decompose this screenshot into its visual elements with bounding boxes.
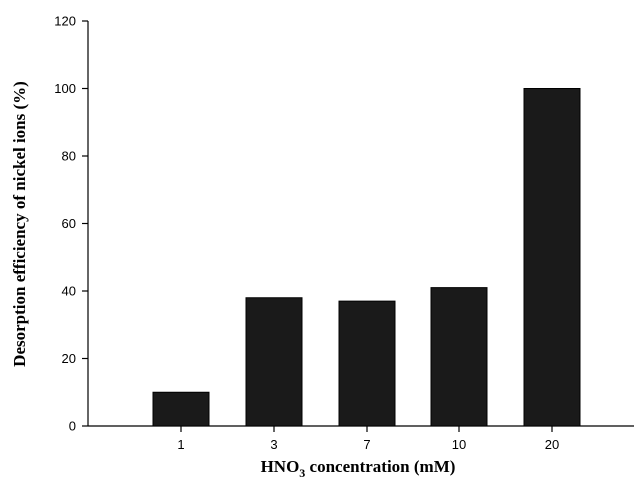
y-tick-label: 120 <box>54 14 76 29</box>
bar-3 <box>245 297 303 427</box>
y-tick-label: 60 <box>62 216 76 231</box>
x-axis-title: HNO3 concentration (mM) <box>261 457 456 480</box>
x-tick-label: 10 <box>452 437 466 452</box>
bar-10 <box>430 287 488 427</box>
x-tick-label: 3 <box>270 437 277 452</box>
y-axis-title: Desorption efficiency of nickel ions (%) <box>10 81 29 367</box>
x-tick-label: 1 <box>177 437 184 452</box>
x-ticks: 1 3 7 10 20 <box>177 426 559 452</box>
y-tick-label: 40 <box>62 284 76 299</box>
bar-20 <box>523 88 581 427</box>
bar-1 <box>152 391 210 427</box>
bar-7 <box>338 300 396 427</box>
y-ticks: 0 20 40 60 80 100 120 <box>54 14 88 434</box>
x-tick-label: 20 <box>545 437 559 452</box>
bars <box>152 88 581 427</box>
y-tick-label: 20 <box>62 351 76 366</box>
x-tick-label: 7 <box>363 437 370 452</box>
y-tick-label: 80 <box>62 149 76 164</box>
y-tick-label: 100 <box>54 81 76 96</box>
y-tick-label: 0 <box>69 419 76 434</box>
